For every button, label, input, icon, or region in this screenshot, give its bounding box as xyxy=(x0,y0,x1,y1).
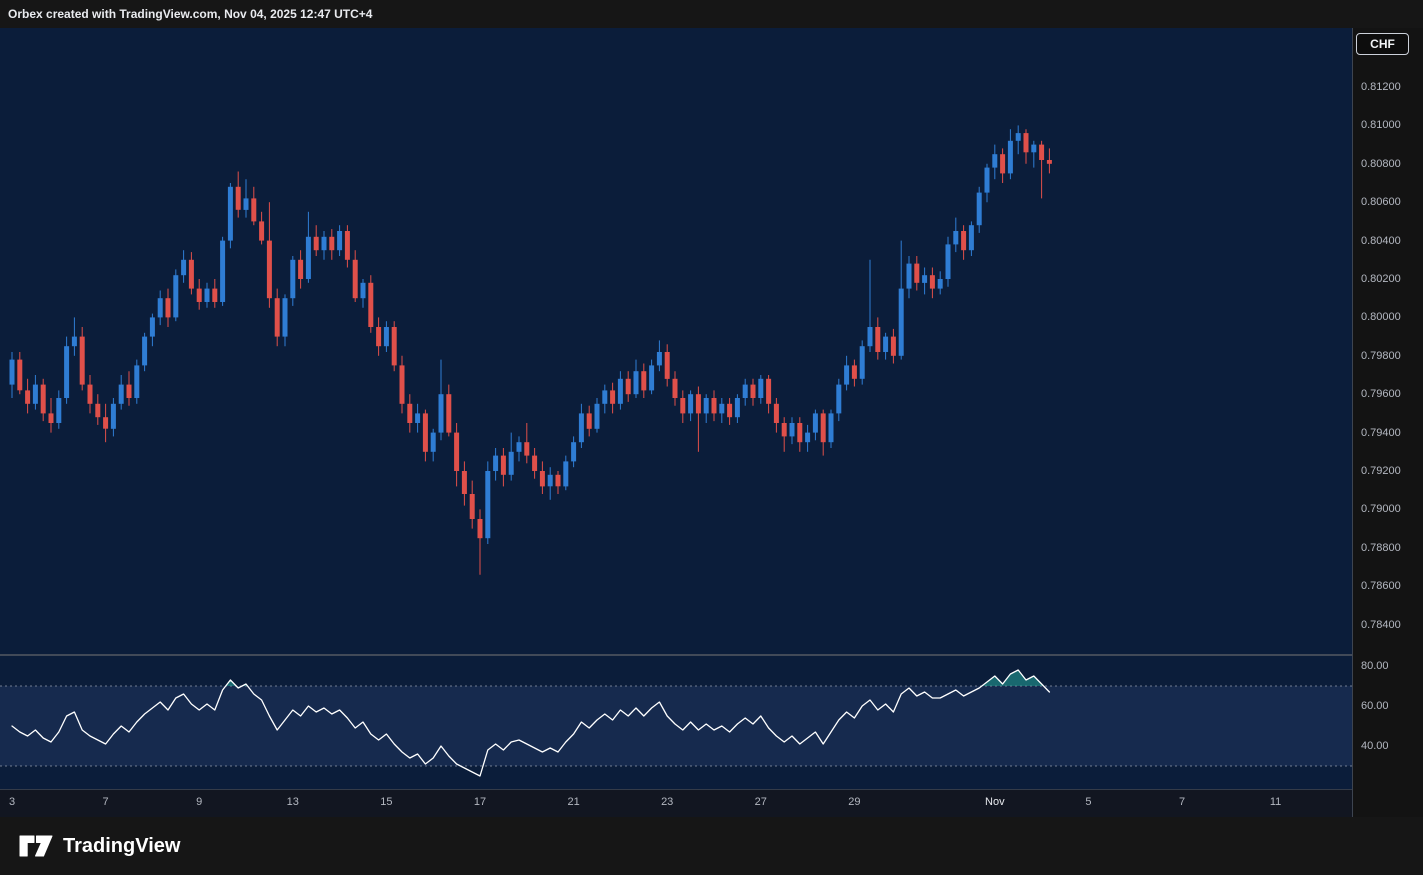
time-tick-label: 7 xyxy=(102,796,109,808)
time-tick-label: 3 xyxy=(8,796,16,808)
price-axis[interactable]: CHF 0.81200 0.81000 0.80800 0.80600 0.80400 0… xyxy=(1353,28,1423,817)
top-bar: Orbex created with TradingView.com, Nov … xyxy=(0,0,1423,28)
price-tick-label: 0.80000 xyxy=(1361,311,1401,324)
time-axis-border xyxy=(0,789,1423,790)
price-tick-label: 0.80800 xyxy=(1361,157,1401,170)
time-tick-label: 21 xyxy=(567,796,580,808)
rsi-tick-label: 40.00 xyxy=(1361,740,1389,752)
price-tick-label: 0.81200 xyxy=(1361,81,1401,93)
price-tick-label: 0.79000 xyxy=(1361,503,1401,516)
price-tick-label: 0.80200 xyxy=(1361,273,1401,285)
time-tick-label: 7 xyxy=(1178,796,1186,808)
time-tick-label: 9 xyxy=(196,796,203,808)
rsi-tick-label: 60.00 xyxy=(1361,700,1389,712)
currency-label: CHF xyxy=(1370,37,1395,51)
time-tick-label: 23 xyxy=(661,796,674,808)
time-tick-label: 17 xyxy=(473,796,487,808)
footer: TradingView xyxy=(0,817,1423,875)
currency-badge[interactable]: CHF xyxy=(1356,33,1409,55)
attribution-text: Orbex created with TradingView.com, Nov … xyxy=(8,7,373,21)
price-tick-label: 0.79400 xyxy=(1361,426,1401,439)
time-tick-label: 11 xyxy=(1269,796,1282,808)
price-tick-label: 0.80400 xyxy=(1361,234,1401,247)
price-tick-label: 0.81000 xyxy=(1361,119,1401,132)
price-tick-label: 0.78400 xyxy=(1361,618,1401,631)
pane-separator[interactable] xyxy=(0,654,1423,656)
price-axis-border xyxy=(1352,28,1353,817)
time-tick-label: 29 xyxy=(848,796,861,808)
price-tick-label: 0.78800 xyxy=(1361,541,1401,554)
time-tick-label: 15 xyxy=(380,796,393,808)
price-tick-label: 0.79200 xyxy=(1361,465,1401,477)
time-tick-label: 27 xyxy=(754,796,767,808)
price-tick-label: 0.79600 xyxy=(1361,388,1401,401)
time-tick-label: Nov xyxy=(985,796,1005,808)
price-tick-label: 0.78600 xyxy=(1361,580,1401,593)
tradingview-brand-text: TradingView xyxy=(63,834,181,857)
chart-plot-area[interactable] xyxy=(0,28,1352,790)
time-tick-label: 5 xyxy=(1085,796,1092,808)
price-tick-label: 0.80600 xyxy=(1361,196,1401,209)
price-tick-label: 0.79800 xyxy=(1361,349,1401,362)
tradingview-logo[interactable]: TradingView xyxy=(18,834,180,858)
time-tick-label: 13 xyxy=(286,796,299,808)
rsi-tick-label: 80.00 xyxy=(1361,660,1389,672)
time-axis[interactable]: 3 7 9 13 15 17 21 23 27 29 Nov 5 7 11 xyxy=(0,790,1352,817)
tradingview-logo-icon xyxy=(19,835,53,857)
